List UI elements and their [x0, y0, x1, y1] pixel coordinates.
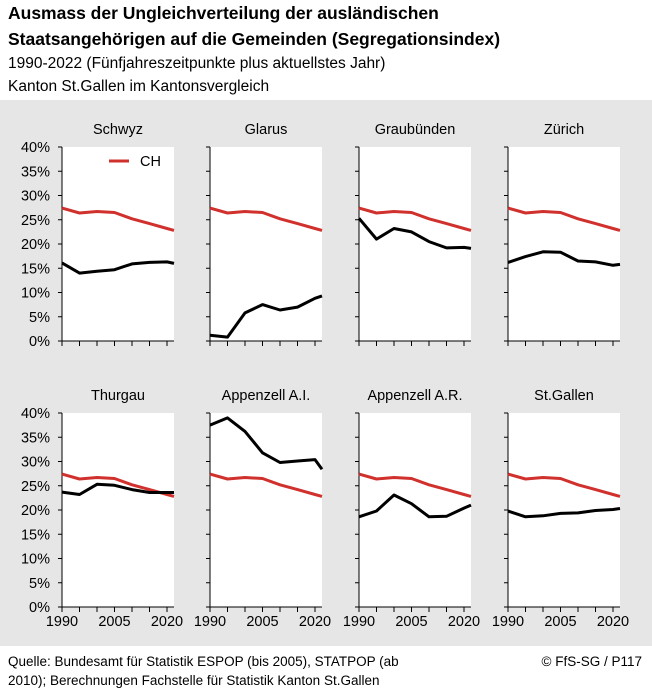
y-tick-label: 10%	[21, 552, 50, 568]
y-tick-label: 5%	[29, 576, 50, 592]
panel-title: Schwyz	[93, 122, 143, 138]
panel-background	[359, 147, 471, 341]
subtitle-period: 1990-2022 (Fünfjahreszeitpunkte plus akt…	[8, 55, 386, 72]
x-tick-label: 1990	[46, 614, 78, 630]
canton-series-line	[209, 294, 323, 339]
y-tick-label: 20%	[21, 237, 50, 253]
panel-background	[508, 147, 620, 341]
canton-series-line	[507, 250, 621, 267]
canton-series-line	[61, 260, 175, 275]
y-tick-label: 30%	[21, 189, 50, 205]
x-tick-label: 2020	[597, 614, 629, 630]
y-tick-label: 5%	[29, 310, 50, 326]
canton-series-line	[507, 507, 621, 519]
ch-series-line	[358, 206, 472, 232]
legend-ch-label: CH	[140, 154, 161, 170]
y-tick-label: 0%	[29, 334, 50, 350]
panel-title: Thurgau	[91, 388, 145, 404]
y-tick-label: 25%	[21, 213, 50, 229]
panel-title: Glarus	[245, 122, 288, 138]
subtitle-region: Kanton St.Gallen im Kantonsvergleich	[8, 78, 270, 95]
panel-background	[62, 147, 174, 341]
y-tick-label: 35%	[21, 430, 50, 446]
panel-background	[210, 413, 322, 607]
y-tick-label: 15%	[21, 261, 50, 277]
panel-title: St.Gallen	[534, 388, 594, 404]
panel-title: Zürich	[544, 122, 584, 138]
ch-series-line	[209, 206, 323, 232]
y-tick-label: 35%	[21, 164, 50, 180]
canton-series-line	[61, 482, 174, 496]
x-tick-label: 1990	[343, 614, 375, 630]
canton-series-line	[358, 493, 472, 519]
y-tick-label: 40%	[21, 406, 50, 422]
source-note-line-1: Quelle: Bundesamt für Statistik ESPOP (b…	[8, 654, 399, 669]
copyright-note: © FfS-SG / P117	[541, 654, 642, 669]
panel-title: Appenzell A.I.	[222, 388, 311, 404]
y-tick-label: 30%	[21, 455, 50, 471]
y-tick-label: 40%	[21, 140, 50, 156]
x-tick-label: 2020	[299, 614, 331, 630]
x-tick-label: 2005	[544, 614, 576, 630]
x-tick-label: 1990	[492, 614, 524, 630]
panel-title: Graubünden	[375, 122, 456, 138]
canton-series-line	[357, 217, 472, 250]
panel-background	[62, 413, 174, 607]
ch-series-line	[358, 472, 472, 498]
x-tick-label: 2005	[246, 614, 278, 630]
y-tick-label: 0%	[29, 600, 50, 616]
ch-series-line	[209, 472, 323, 498]
y-tick-label: 20%	[21, 503, 50, 519]
x-tick-label: 2020	[151, 614, 183, 630]
title-line-1: Ausmass der Ungleichverteilung der auslä…	[8, 3, 439, 23]
y-tick-label: 25%	[21, 479, 50, 495]
ch-series-line	[61, 206, 175, 232]
panel-background	[210, 147, 322, 341]
panel-title: Appenzell A.R.	[367, 388, 462, 404]
x-tick-label: 2005	[98, 614, 130, 630]
title-line-2: Staatsangehörigen auf die Gemeinden (Seg…	[8, 29, 501, 49]
x-tick-label: 2020	[448, 614, 480, 630]
y-tick-label: 10%	[21, 286, 50, 302]
y-tick-label: 15%	[21, 527, 50, 543]
x-tick-label: 1990	[194, 614, 226, 630]
canton-series-line	[209, 416, 324, 471]
ch-series-line	[507, 206, 621, 232]
source-note-line-2: 2010); Berechnungen Fachstelle für Stati…	[8, 673, 380, 688]
ch-series-line	[507, 472, 621, 498]
x-tick-label: 2005	[395, 614, 427, 630]
